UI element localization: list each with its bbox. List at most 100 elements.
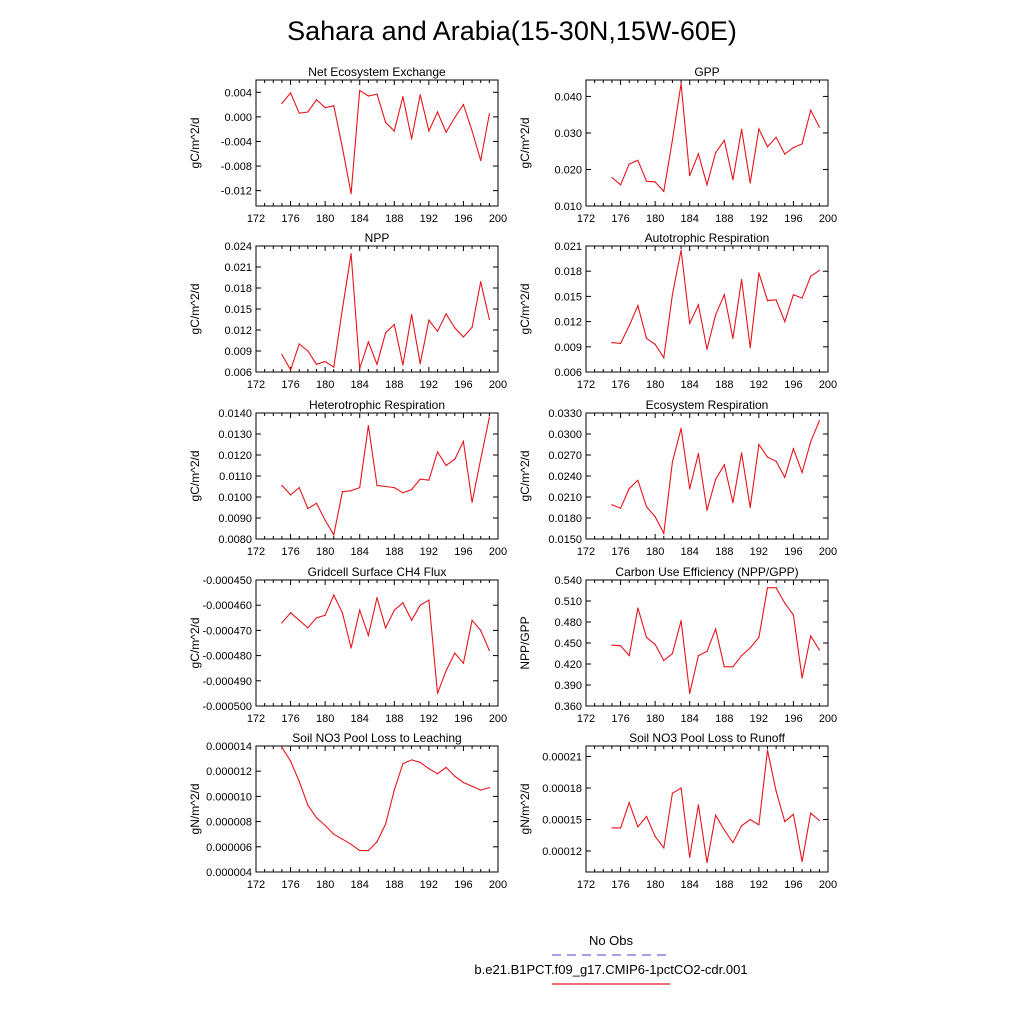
data-point <box>801 297 803 299</box>
data-point <box>385 485 387 488</box>
data-point <box>410 619 413 621</box>
data-point <box>376 93 378 95</box>
data-point <box>419 94 421 96</box>
x-tick-label: 192 <box>420 213 438 225</box>
data-point <box>428 479 430 481</box>
data-point <box>393 486 395 489</box>
x-tick-label: 200 <box>819 713 837 725</box>
x-tick-label: 188 <box>715 213 733 225</box>
data-point <box>818 269 820 271</box>
data-point <box>645 815 648 817</box>
data-point <box>706 184 708 186</box>
data-point <box>307 627 309 629</box>
x-tick-label: 180 <box>646 546 664 558</box>
x-tick-label: 184 <box>681 546 699 558</box>
x-tick-label: 192 <box>420 379 438 391</box>
data-point <box>671 294 674 296</box>
x-tick-label: 180 <box>646 213 664 225</box>
y-tick-label: 0.360 <box>554 701 582 713</box>
plot-frame <box>585 579 829 707</box>
panel-title: Autotrophic Respiration <box>645 231 770 245</box>
data-point <box>480 629 482 632</box>
data-point <box>689 856 691 858</box>
x-tick-label: 192 <box>750 879 768 891</box>
data-point <box>289 92 292 94</box>
x-tick-label: 180 <box>646 879 664 891</box>
data-point <box>333 366 335 368</box>
data-point <box>689 692 691 695</box>
data-point <box>480 458 482 460</box>
data-point <box>775 587 777 589</box>
data-point <box>784 602 786 604</box>
series-line <box>611 83 820 193</box>
x-tick-label: 172 <box>247 379 265 391</box>
x-tick-label: 176 <box>281 213 299 225</box>
data-point <box>393 130 395 132</box>
data-point <box>697 655 699 657</box>
data-point <box>671 461 674 463</box>
x-tick-label: 192 <box>420 546 438 558</box>
data-point <box>315 363 318 365</box>
data-point <box>454 327 456 329</box>
data-point <box>428 130 430 132</box>
data-point <box>619 342 622 345</box>
y-tick-label: 0.021 <box>224 262 252 274</box>
data-point <box>697 804 699 806</box>
x-tick-label: 180 <box>646 379 664 391</box>
data-point <box>749 506 751 509</box>
data-point <box>350 843 352 845</box>
plot-frame <box>255 412 499 540</box>
data-point <box>359 486 361 489</box>
x-tick-label: 176 <box>281 379 299 391</box>
plot-frame <box>255 245 499 373</box>
x-tick-label: 192 <box>750 379 768 391</box>
x-tick-label: 172 <box>577 879 595 891</box>
y-axis-label: gC/m^2/d <box>188 618 202 669</box>
data-point <box>628 163 630 165</box>
x-tick-label: 176 <box>281 879 299 891</box>
data-point <box>445 313 447 315</box>
data-point <box>298 780 300 782</box>
data-point <box>341 612 344 614</box>
x-tick-label: 196 <box>784 213 802 225</box>
data-point <box>307 507 309 510</box>
data-point <box>715 478 717 481</box>
x-tick-label: 184 <box>351 546 369 558</box>
data-point <box>611 342 613 344</box>
data-point <box>454 116 456 119</box>
x-tick-label: 200 <box>489 879 507 891</box>
data-point <box>801 677 803 679</box>
data-point <box>385 823 387 825</box>
data-point <box>289 369 292 371</box>
data-point <box>307 350 309 352</box>
y-tick-label: 0.00018 <box>542 783 582 795</box>
data-point <box>281 484 283 487</box>
data-point <box>436 111 439 113</box>
data-point <box>488 786 490 789</box>
y-axis-label: gN/m^2/d <box>518 784 532 835</box>
panel-title: Ecosystem Respiration <box>646 398 769 412</box>
data-point <box>637 305 639 307</box>
data-point <box>818 819 820 822</box>
data-point <box>775 790 777 792</box>
data-point <box>410 138 413 140</box>
y-tick-label: 0.00021 <box>542 752 582 764</box>
plot-frame <box>585 745 829 873</box>
data-point <box>637 607 639 609</box>
data-point <box>810 275 812 277</box>
data-point <box>298 619 300 621</box>
data-point <box>393 323 395 325</box>
y-tick-label: 0.021 <box>554 241 582 253</box>
series-line <box>281 593 490 694</box>
y-tick-label: 0.000010 <box>206 791 252 803</box>
chart-panels: Net Ecosystem Exchange gC/m^2/d 172 176 180 1… <box>188 65 837 891</box>
y-tick-label: 0.0130 <box>218 429 252 441</box>
x-tick-label: 180 <box>316 379 334 391</box>
data-point <box>471 619 473 621</box>
plot-frame <box>585 412 829 540</box>
data-point <box>315 617 318 619</box>
data-point <box>281 746 283 748</box>
data-point <box>324 614 326 616</box>
x-tick-label: 180 <box>316 879 334 891</box>
data-point <box>367 849 369 852</box>
